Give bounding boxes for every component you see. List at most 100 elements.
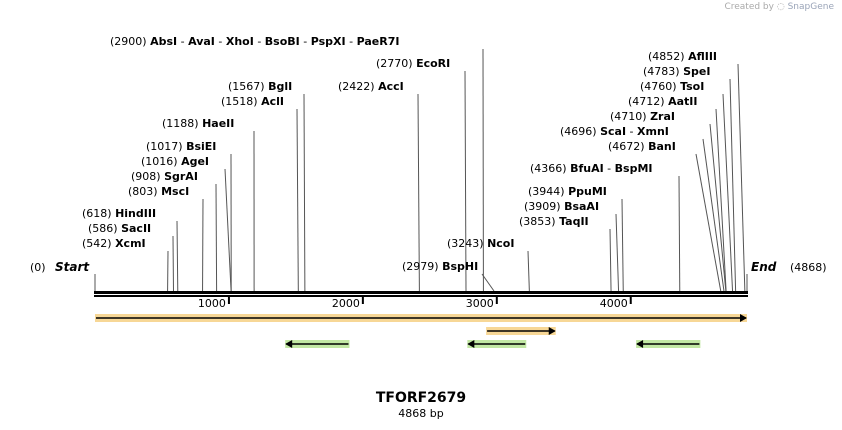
enzyme-avai[interactable]: AvaI <box>188 35 215 48</box>
orange-forward-feature-short[interactable] <box>486 327 556 335</box>
green-reverse-feature-2-arrowhead <box>467 340 475 348</box>
enzyme-xcmi[interactable]: XcmI <box>115 237 146 250</box>
site-leaders <box>167 48 746 292</box>
ruler: 1000 2000 3000 4000 <box>198 297 632 310</box>
enzyme-hindiii[interactable]: HindIII <box>115 207 156 220</box>
leader-zrai <box>709 123 727 292</box>
green-reverse-feature-1[interactable] <box>285 340 350 348</box>
enzyme-absi[interactable]: AbsI <box>150 35 177 48</box>
site-separator: - <box>604 162 615 175</box>
site-position-aatii: (4712) <box>628 95 668 108</box>
green-reverse-feature-3[interactable] <box>636 340 701 348</box>
site-label-msci: (803) MscI <box>128 185 189 198</box>
enzyme-aatii[interactable]: AatII <box>668 95 697 108</box>
leader-bsaai <box>615 213 620 292</box>
enzyme-acli[interactable]: AclI <box>261 95 284 108</box>
enzyme-acci[interactable]: AccI <box>378 80 404 93</box>
brand-app-name: SnapGene <box>787 2 834 12</box>
enzyme-spei[interactable]: SpeI <box>683 65 710 78</box>
leader-sgrai <box>215 183 218 292</box>
site-label-sgrai: (908) SgrAI <box>131 170 198 183</box>
enzyme-bgli[interactable]: BglI <box>268 80 292 93</box>
enzyme-bfuai[interactable]: BfuAI <box>570 162 604 175</box>
site-label-haeii: (1188) HaeII <box>162 117 234 130</box>
enzyme-sgrai[interactable]: SgrAI <box>164 170 198 183</box>
site-separator: - <box>177 35 188 48</box>
site-position-sacii: (586) <box>88 222 121 235</box>
green-reverse-feature-2[interactable] <box>467 340 527 348</box>
site-position-bsiei: (1017) <box>146 140 186 153</box>
site-position-bfuai-bspmi: (4366) <box>530 162 570 175</box>
site-position-taqii: (3853) <box>519 215 559 228</box>
site-position-acli: (1518) <box>221 95 261 108</box>
enzyme-xhoi[interactable]: XhoI <box>226 35 254 48</box>
site-label-acci: (2422) AccI <box>338 80 404 93</box>
enzyme-msci[interactable]: MscI <box>161 185 189 198</box>
site-position-hindiii: (618) <box>82 207 115 220</box>
site-position-xcmi: (542) <box>82 237 115 250</box>
enzyme-xmni[interactable]: XmnI <box>637 125 669 138</box>
leader-hindiii <box>176 220 179 292</box>
orange-forward-feature-long-arrowhead <box>740 314 747 322</box>
enzyme-bsobi[interactable]: BsoBI <box>265 35 300 48</box>
site-label-aatii: (4712) AatII <box>628 95 697 108</box>
enzyme-scai[interactable]: ScaI <box>600 125 626 138</box>
enzyme-tsoi[interactable]: TsoI <box>680 80 704 93</box>
site-position-ncoi: (3243) <box>447 237 487 250</box>
enzyme-afliii[interactable]: AflIII <box>688 50 717 63</box>
brand-created-by: Created by <box>724 2 774 12</box>
enzyme-zrai[interactable]: ZraI <box>650 110 675 123</box>
backbone-top-strand <box>94 291 748 294</box>
site-position-spei: (4783) <box>643 65 683 78</box>
enzyme-paer7i[interactable]: PaeR7I <box>357 35 400 48</box>
site-labels: (542) XcmI (586) SacII (618) HindIII (803) … <box>82 35 717 273</box>
enzyme-agei[interactable]: AgeI <box>181 155 209 168</box>
leader-ncoi <box>527 250 530 292</box>
site-label-afliii: (4852) AflIII <box>648 50 717 63</box>
site-position-ppumi: (3944) <box>528 185 568 198</box>
plasmid-name: TFORF2679 <box>375 390 467 406</box>
leader-ecori <box>464 70 467 292</box>
enzyme-bsaai[interactable]: BsaAI <box>564 200 599 213</box>
ruler-label-1000: 1000 <box>198 297 226 310</box>
leader-bfuai-bspmi <box>678 175 681 292</box>
site-separator: - <box>300 35 311 48</box>
site-separator: - <box>215 35 226 48</box>
leader-aatii <box>715 108 727 292</box>
orange-forward-feature-long[interactable] <box>95 314 747 322</box>
site-position-bsphi: (2979) <box>402 260 442 273</box>
site-label-bfuai-bspmi: (4366) BfuAI - BspMI <box>530 162 653 175</box>
site-label-bsiei: (1017) BsiEI <box>146 140 216 153</box>
enzyme-ppumi[interactable]: PpuMI <box>568 185 607 198</box>
enzyme-bsiei[interactable]: BsiEI <box>186 140 216 153</box>
site-position-ecori: (2770) <box>376 57 416 70</box>
enzyme-sacii[interactable]: SacII <box>121 222 151 235</box>
site-label-absi-avai-xhoi-bsobi-pspxi-paer7i: (2900) AbsI - AvaI - XhoI - BsoBI - PspX… <box>110 35 399 48</box>
brand-watermark: Created by ◌ SnapGene <box>724 2 834 12</box>
leader-spei <box>729 78 737 292</box>
leader-agei <box>224 168 232 292</box>
enzyme-bspmi[interactable]: BspMI <box>615 162 653 175</box>
site-separator: - <box>346 35 357 48</box>
start-label: Start <box>55 260 90 274</box>
enzyme-taqii[interactable]: TaqII <box>559 215 589 228</box>
site-label-zrai: (4710) ZraI <box>610 110 675 123</box>
site-position-bani: (4672) <box>608 140 648 153</box>
end-position: (4868) <box>790 261 827 274</box>
leader-acli <box>296 108 299 292</box>
enzyme-pspxi[interactable]: PspXI <box>311 35 346 48</box>
site-position-agei: (1016) <box>141 155 181 168</box>
enzyme-bani[interactable]: BanI <box>648 140 676 153</box>
enzyme-bsphi[interactable]: BspHI <box>442 260 478 273</box>
ruler-label-4000: 4000 <box>600 297 628 310</box>
site-separator: - <box>254 35 265 48</box>
orange-forward-feature-short-arrowhead <box>548 327 556 335</box>
green-reverse-feature-3-arrowhead <box>636 340 644 348</box>
enzyme-ncoi[interactable]: NcoI <box>487 237 514 250</box>
enzyme-haeii[interactable]: HaeII <box>202 117 234 130</box>
snapgene-logo-icon: ◌ <box>776 2 785 12</box>
end-labels: (0) Start End (4868) <box>30 260 827 291</box>
ruler-label-3000: 3000 <box>466 297 494 310</box>
enzyme-ecori[interactable]: EcoRI <box>416 57 450 70</box>
